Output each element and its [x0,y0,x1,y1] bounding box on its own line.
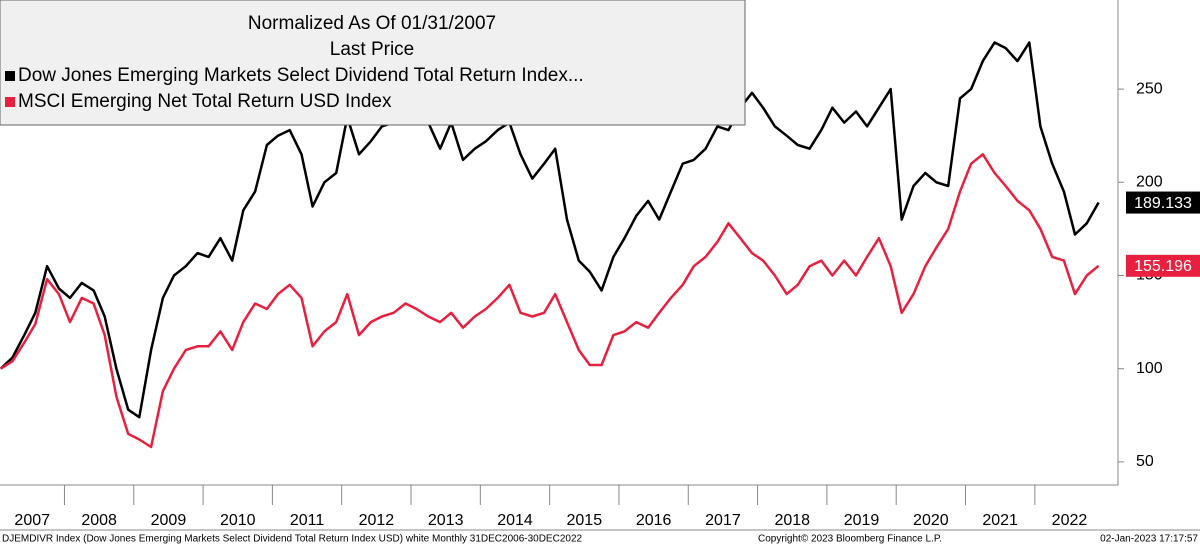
x-tick-label: 2015 [567,512,603,529]
y-tick-label: 250 [1136,80,1163,97]
x-tick-label: 2018 [774,512,810,529]
series-line [0,153,1100,449]
legend-label: Dow Jones Emerging Markets Select Divide… [18,65,584,86]
chart-subtitle: Last Price [330,39,414,60]
x-tick-label: 2010 [220,512,256,529]
x-tick-label: 2019 [844,512,880,529]
y-tick-label: 200 [1136,174,1163,191]
x-tick-label: 2012 [359,512,395,529]
legend-label: MSCI Emerging Net Total Return USD Index [18,91,392,112]
lines [0,41,1100,449]
footer-left: DJEMDIVR Index (Dow Jones Emerging Marke… [2,534,583,545]
x-tick-label: 2013 [428,512,464,529]
last-value-box [1126,254,1200,277]
last-value-label: 155.196 [1134,258,1192,275]
x-tick-label: 2014 [497,512,533,529]
x-tick-label: 2017 [705,512,741,529]
last-value-box [1126,191,1200,214]
x-tick-label: 2016 [636,512,672,529]
footer-center: Copyright© 2023 Bloomberg Finance L.P. [758,534,942,545]
legend-swatch [5,97,15,107]
x-tick-label: 2021 [982,512,1018,529]
x-tick-label: 2008 [81,512,117,529]
x-tick-label: 2007 [14,512,50,529]
legend-box [0,0,746,126]
x-tick-label: 2022 [1052,512,1088,529]
x-tick-label: 2020 [913,512,949,529]
footer-right: 02-Jan-2023 17:17:57 [1100,534,1198,545]
legend-swatch [5,71,15,81]
y-tick-label: 100 [1136,360,1163,377]
x-tick-label: 2011 [290,512,325,529]
last-value-label: 189.133 [1134,195,1192,212]
chart-title: Normalized As Of 01/31/2007 [248,13,496,34]
y-tick-label: 50 [1136,453,1154,470]
series-line [0,41,1100,419]
x-tick-label: 2009 [151,512,187,529]
